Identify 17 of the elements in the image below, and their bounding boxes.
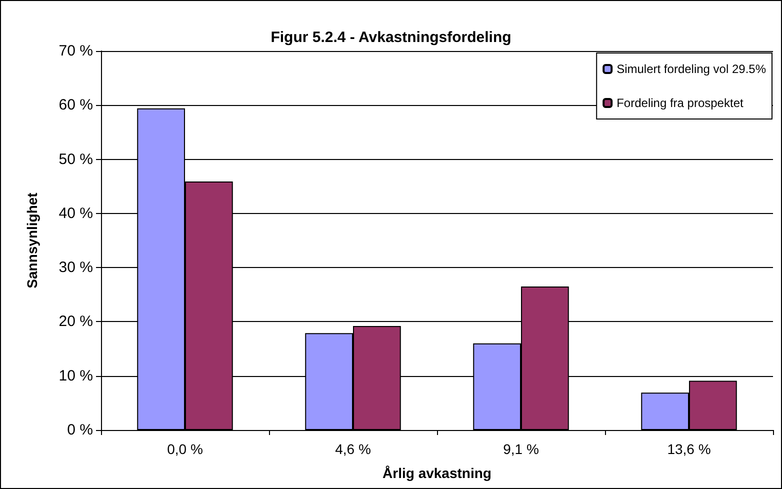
y-tick-label: 60 % [58,96,93,114]
legend-label: Simulert fordeling vol 29.5% [616,62,766,76]
x-tick-label: 9,1 % [503,441,539,457]
x-tick-label: 13,6 % [667,441,711,457]
y-tick-label: 30 % [58,259,93,276]
y-tick-label: 20 % [58,313,93,330]
legend-label: Fordeling fra prospektet [616,96,744,110]
y-tick-label: 70 % [58,42,93,60]
y-tick-label: 0 % [67,422,93,438]
x-tick-label: 0,0 % [167,441,203,457]
chart-title: Figur 5.2.4 - Avkastningsfordeling [270,29,512,46]
y-tick-label: 40 % [58,204,93,222]
x-tick-label: 4,6 % [335,441,371,457]
y-axis-title: Sannsynlighet [24,192,40,288]
y-tick-label: 50 % [58,150,93,168]
x-axis-title: Årlig avkastning [382,465,492,481]
y-tick-label: 10 % [58,367,93,384]
